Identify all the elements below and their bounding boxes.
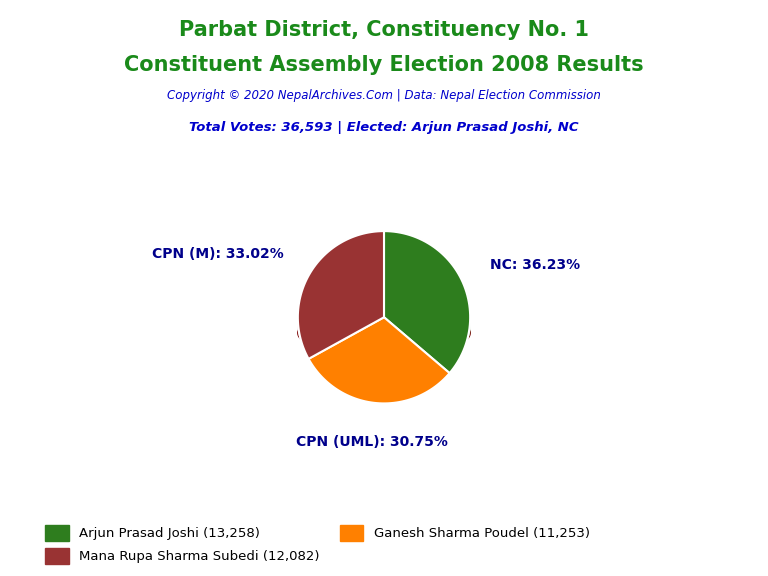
Polygon shape	[435, 352, 438, 386]
Polygon shape	[355, 355, 357, 399]
Text: Constituent Assembly Election 2008 Results: Constituent Assembly Election 2008 Resul…	[124, 55, 644, 75]
Polygon shape	[425, 354, 428, 393]
Polygon shape	[421, 354, 423, 395]
Polygon shape	[339, 354, 342, 392]
Text: Parbat District, Constituency No. 1: Parbat District, Constituency No. 1	[179, 20, 589, 40]
Polygon shape	[298, 231, 384, 359]
Polygon shape	[298, 309, 384, 344]
Polygon shape	[384, 231, 470, 373]
Polygon shape	[310, 345, 312, 363]
Text: NC: 36.23%: NC: 36.23%	[490, 258, 580, 272]
Polygon shape	[433, 353, 435, 388]
Polygon shape	[342, 354, 344, 394]
Polygon shape	[307, 344, 309, 359]
Polygon shape	[366, 357, 369, 402]
Polygon shape	[418, 355, 421, 396]
Polygon shape	[313, 347, 315, 369]
Polygon shape	[371, 357, 374, 403]
Polygon shape	[444, 350, 445, 380]
Polygon shape	[326, 351, 328, 383]
Polygon shape	[315, 347, 316, 370]
Polygon shape	[408, 356, 410, 400]
Polygon shape	[298, 231, 384, 359]
Polygon shape	[360, 356, 362, 401]
Polygon shape	[318, 348, 320, 375]
Polygon shape	[309, 344, 310, 361]
Polygon shape	[369, 357, 371, 403]
Polygon shape	[384, 309, 470, 348]
Polygon shape	[322, 350, 324, 379]
Polygon shape	[335, 353, 337, 389]
Polygon shape	[379, 357, 382, 403]
Polygon shape	[316, 348, 318, 373]
Polygon shape	[448, 348, 449, 375]
Text: CPN (UML): 30.75%: CPN (UML): 30.75%	[296, 434, 449, 449]
Polygon shape	[462, 342, 463, 354]
Polygon shape	[402, 357, 405, 401]
Polygon shape	[459, 344, 461, 359]
Polygon shape	[442, 350, 444, 381]
Polygon shape	[410, 355, 413, 399]
Polygon shape	[449, 348, 452, 373]
Polygon shape	[465, 340, 466, 347]
Polygon shape	[458, 345, 459, 362]
Polygon shape	[309, 317, 449, 403]
Polygon shape	[423, 354, 425, 394]
Polygon shape	[431, 353, 433, 390]
Polygon shape	[320, 349, 322, 377]
Polygon shape	[352, 355, 355, 399]
Polygon shape	[428, 353, 431, 391]
Polygon shape	[405, 356, 408, 401]
Polygon shape	[445, 349, 448, 377]
Polygon shape	[333, 353, 335, 388]
Polygon shape	[396, 357, 399, 403]
Polygon shape	[461, 343, 462, 357]
Polygon shape	[312, 346, 313, 366]
Polygon shape	[362, 357, 366, 401]
Polygon shape	[415, 355, 418, 397]
Polygon shape	[303, 342, 305, 351]
Polygon shape	[309, 333, 449, 357]
Polygon shape	[413, 355, 415, 399]
Polygon shape	[399, 357, 402, 402]
Polygon shape	[357, 356, 360, 400]
Polygon shape	[391, 357, 394, 403]
Polygon shape	[349, 355, 352, 397]
Polygon shape	[394, 357, 396, 403]
Polygon shape	[382, 357, 386, 403]
Polygon shape	[467, 338, 468, 341]
Polygon shape	[328, 351, 330, 385]
Polygon shape	[463, 342, 465, 351]
Polygon shape	[388, 357, 391, 403]
Polygon shape	[306, 343, 307, 356]
Polygon shape	[324, 350, 326, 381]
Polygon shape	[309, 317, 449, 403]
Polygon shape	[305, 342, 306, 354]
Polygon shape	[455, 346, 458, 365]
Polygon shape	[377, 357, 379, 403]
Text: CPN (M): 33.02%: CPN (M): 33.02%	[152, 247, 284, 261]
Text: Copyright © 2020 NepalArchives.Com | Data: Nepal Election Commission: Copyright © 2020 NepalArchives.Com | Dat…	[167, 89, 601, 103]
Polygon shape	[452, 347, 454, 370]
Polygon shape	[344, 354, 347, 395]
Polygon shape	[386, 357, 388, 403]
Polygon shape	[337, 353, 339, 391]
Polygon shape	[301, 339, 302, 342]
Polygon shape	[439, 351, 442, 383]
Legend: Arjun Prasad Joshi (13,258), Mana Rupa Sharma Subedi (12,082), Ganesh Sharma Pou: Arjun Prasad Joshi (13,258), Mana Rupa S…	[45, 525, 590, 564]
Text: Total Votes: 36,593 | Elected: Arjun Prasad Joshi, NC: Total Votes: 36,593 | Elected: Arjun Pra…	[189, 121, 579, 134]
Polygon shape	[438, 351, 439, 385]
Polygon shape	[454, 346, 455, 368]
Polygon shape	[330, 352, 333, 386]
Polygon shape	[374, 357, 377, 403]
Polygon shape	[302, 340, 303, 345]
Polygon shape	[347, 355, 349, 396]
Polygon shape	[466, 340, 467, 344]
Polygon shape	[384, 231, 470, 373]
